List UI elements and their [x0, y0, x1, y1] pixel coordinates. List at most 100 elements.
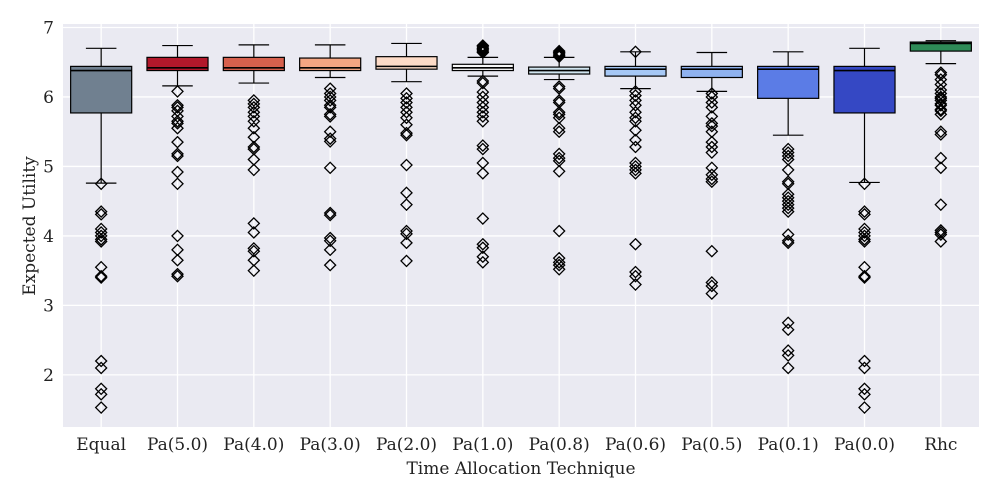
- outlier-point: [94, 232, 108, 246]
- outlier-point: [705, 109, 719, 123]
- outlier-point: [629, 45, 642, 59]
- outlier-point: [400, 158, 413, 172]
- x-tick-label: Pa(0.5): [681, 435, 742, 455]
- outlier-point: [629, 166, 642, 180]
- outlier-point: [247, 216, 261, 230]
- outlier-point: [323, 208, 337, 222]
- outlier-point: [171, 100, 184, 114]
- outlier-point: [323, 243, 337, 257]
- outlier-point: [94, 361, 108, 375]
- outlier-point: [934, 235, 948, 248]
- box-group: [70, 47, 133, 184]
- outlier-point: [400, 128, 413, 142]
- outlier-point: [858, 269, 871, 283]
- outlier-point: [400, 254, 413, 268]
- outlier-point: [781, 205, 795, 219]
- outlier-point: [476, 139, 490, 153]
- outlier-point: [171, 84, 184, 98]
- outlier-point: [781, 228, 795, 241]
- outlier-point: [552, 258, 566, 272]
- outlier-point: [629, 98, 642, 112]
- outlier-point: [323, 94, 337, 107]
- outlier-point: [94, 401, 108, 414]
- x-tick-label: Equal: [76, 435, 126, 455]
- outlier-point: [858, 205, 871, 219]
- outlier-point: [934, 90, 948, 104]
- outlier-point: [247, 244, 261, 258]
- box-iqr: [833, 65, 896, 114]
- box-iqr: [909, 41, 972, 52]
- outlier-point: [94, 271, 108, 285]
- x-tick-label: Pa(2.0): [376, 435, 437, 455]
- outlier-point: [629, 140, 642, 154]
- outlier-point: [858, 229, 871, 243]
- x-tick-label: Pa(5.0): [147, 435, 208, 455]
- outlier-point: [858, 382, 871, 396]
- outlier-point: [94, 354, 108, 368]
- outlier-point: [476, 250, 490, 264]
- outlier-point: [400, 91, 413, 105]
- outlier-point: [705, 172, 719, 186]
- x-tick-label: Pa(0.1): [758, 435, 819, 455]
- outlier-point: [705, 168, 719, 182]
- outlier-point: [323, 100, 337, 114]
- outlier-point: [552, 255, 566, 269]
- x-tick-label: Pa(4.0): [223, 435, 284, 455]
- outlier-point: [400, 96, 413, 109]
- outlier-point: [323, 109, 337, 123]
- outlier-point: [858, 207, 871, 221]
- outlier-point: [94, 177, 108, 191]
- outlier-point: [705, 140, 719, 154]
- outlier-point: [247, 264, 261, 278]
- outlier-point: [476, 212, 490, 225]
- box-group: [680, 51, 743, 92]
- outlier-point: [858, 226, 871, 239]
- outlier-point: [934, 161, 948, 175]
- outlier-point: [781, 146, 795, 159]
- outlier-point: [476, 100, 490, 114]
- outlier-point: [171, 114, 184, 128]
- outlier-point: [552, 80, 566, 93]
- x-tick-label: Pa(1.0): [452, 435, 513, 455]
- outlier-point: [934, 128, 948, 141]
- outlier-point: [247, 121, 261, 135]
- box-group: [146, 44, 209, 87]
- outlier-point: [94, 387, 108, 401]
- outlier-point: [247, 226, 261, 239]
- outlier-point: [247, 114, 261, 128]
- outlier-point: [781, 323, 795, 337]
- outlier-point: [858, 401, 871, 414]
- outlier-point: [552, 105, 566, 119]
- box-iqr: [680, 65, 743, 79]
- outlier-point: [94, 207, 108, 221]
- outlier-point: [552, 151, 566, 165]
- outlier-point: [629, 278, 642, 291]
- outlier-point: [171, 267, 184, 281]
- outlier-point: [476, 76, 490, 90]
- outlier-point: [552, 262, 566, 276]
- outlier-point: [476, 255, 490, 269]
- outlier-point: [934, 68, 948, 82]
- outlier-point: [323, 132, 337, 146]
- outlier-point: [171, 253, 184, 267]
- outlier-point: [781, 201, 795, 215]
- outlier-point: [94, 226, 108, 239]
- outlier-point: [705, 119, 719, 133]
- outlier-point: [552, 107, 566, 121]
- y-tick-label: 4: [43, 227, 54, 247]
- outlier-point: [247, 163, 261, 177]
- outlier-point: [400, 111, 413, 125]
- outlier-point: [934, 198, 948, 212]
- outlier-point: [552, 164, 566, 178]
- outlier-point: [858, 177, 871, 191]
- outlier-point: [94, 205, 108, 219]
- outlier-point: [858, 232, 871, 246]
- outlier-point: [94, 235, 108, 248]
- outlier-point: [247, 97, 261, 111]
- outlier-point: [552, 50, 566, 64]
- x-tick-label: Pa(0.0): [834, 435, 895, 455]
- outlier-point: [323, 135, 337, 148]
- outlier-point: [781, 175, 795, 189]
- outlier-point: [781, 361, 795, 375]
